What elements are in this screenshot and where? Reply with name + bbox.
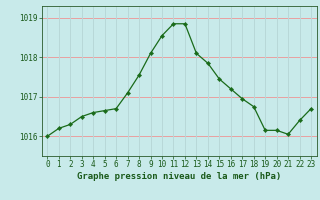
X-axis label: Graphe pression niveau de la mer (hPa): Graphe pression niveau de la mer (hPa)	[77, 172, 281, 181]
